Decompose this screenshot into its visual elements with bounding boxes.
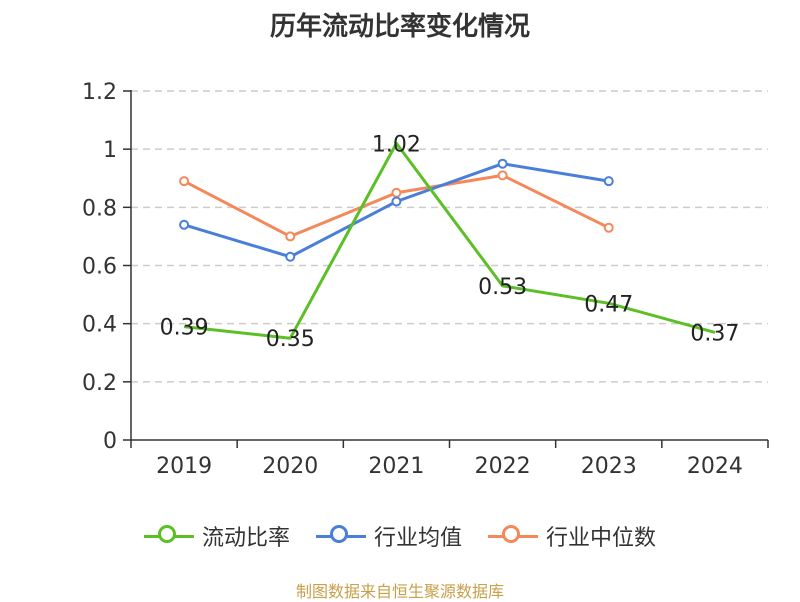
y-tick-label: 0.2 bbox=[82, 371, 117, 396]
legend-swatch-orange bbox=[488, 524, 538, 548]
legend-item-industry-mean[interactable]: 行业均值 bbox=[315, 520, 462, 552]
legend: 流动比率 行业均值 行业中位数 bbox=[0, 520, 800, 552]
chart-title: 历年流动比率变化情况 bbox=[269, 12, 530, 42]
y-tick-label: 1.2 bbox=[82, 80, 117, 105]
data-labels: 0.39 0.35 1.02 0.53 0.47 0.37 bbox=[160, 132, 740, 352]
y-tick-label: 0.4 bbox=[82, 313, 117, 338]
legend-item-current-ratio[interactable]: 流动比率 bbox=[143, 520, 290, 552]
series-line-0 bbox=[183, 141, 716, 340]
data-point bbox=[391, 187, 402, 198]
x-tick-label: 2023 bbox=[581, 454, 637, 479]
x-tick-label: 2024 bbox=[687, 454, 743, 479]
data-point bbox=[179, 176, 190, 187]
data-point bbox=[179, 219, 190, 230]
axes: 0 0.2 0.4 0.6 0.8 1 1.2 2019 2020 2021 2022 2023 202… bbox=[82, 80, 769, 479]
data-point bbox=[603, 176, 614, 187]
data-label: 0.37 bbox=[690, 321, 739, 346]
data-label: 1.02 bbox=[372, 132, 421, 157]
line-chart: 0 0.2 0.4 0.6 0.8 1 1.2 2019 2020 2021 2022 2023 202… bbox=[82, 80, 769, 479]
data-point bbox=[285, 231, 296, 242]
legend-label: 行业均值 bbox=[373, 526, 462, 551]
data-label: 0.47 bbox=[584, 292, 633, 317]
x-tick-label: 2021 bbox=[368, 454, 424, 479]
legend-item-industry-median[interactable]: 行业中位数 bbox=[488, 520, 656, 552]
data-label: 0.35 bbox=[266, 327, 315, 352]
legend-label: 行业中位数 bbox=[546, 526, 657, 551]
legend-swatch-green bbox=[143, 524, 194, 548]
data-label: 0.53 bbox=[478, 275, 527, 300]
series-layer bbox=[179, 141, 716, 340]
x-tick-label: 2019 bbox=[156, 454, 212, 479]
data-label: 0.39 bbox=[160, 316, 209, 341]
grid-lines bbox=[131, 90, 768, 383]
series-line-1 bbox=[183, 162, 609, 259]
x-tick-label: 2022 bbox=[475, 454, 531, 479]
data-point bbox=[285, 251, 296, 262]
legend-label: 流动比率 bbox=[201, 526, 290, 551]
y-tick-label: 0.6 bbox=[82, 255, 117, 280]
data-point bbox=[497, 158, 508, 169]
data-point bbox=[391, 196, 402, 207]
source-note: 制图数据来自恒生聚源数据库 bbox=[295, 582, 504, 601]
y-tick-label: 0 bbox=[103, 429, 117, 454]
x-tick-label: 2020 bbox=[262, 454, 318, 479]
data-point bbox=[603, 222, 614, 233]
legend-swatch-blue bbox=[315, 524, 366, 548]
y-tick-label: 1 bbox=[103, 138, 117, 163]
y-tick-label: 0.8 bbox=[82, 196, 117, 221]
data-point bbox=[497, 170, 508, 181]
